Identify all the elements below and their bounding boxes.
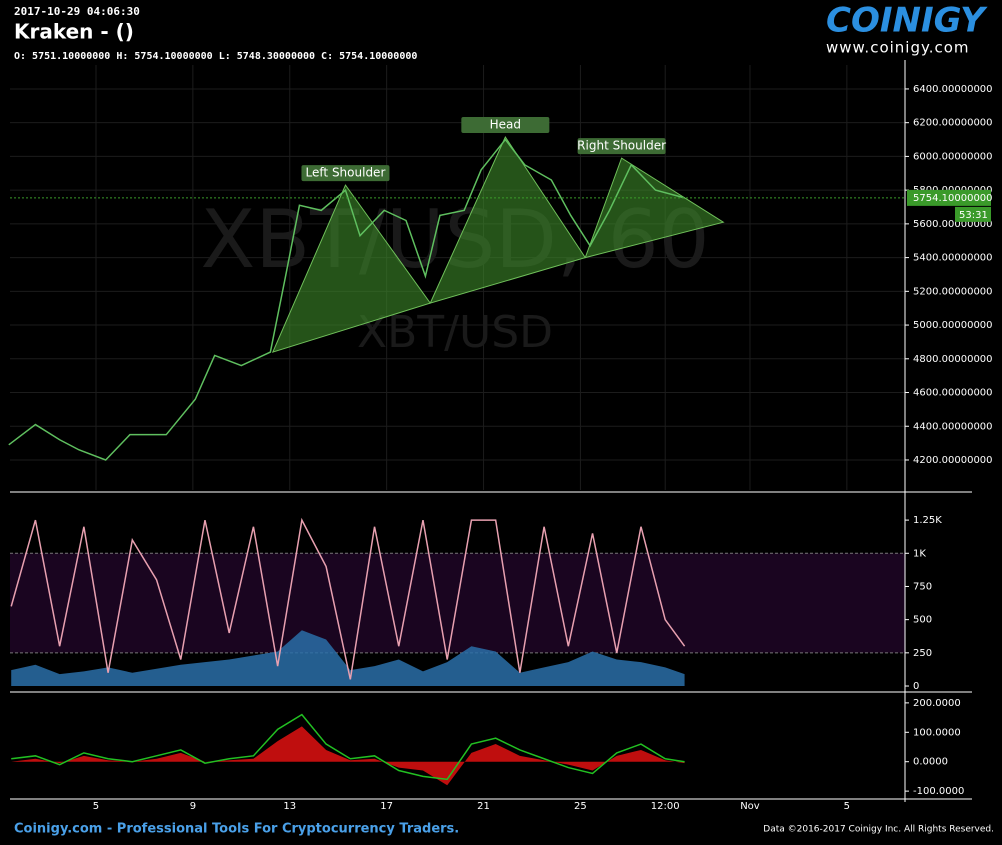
countdown: 53:31 (959, 210, 988, 221)
label-box (577, 138, 666, 155)
y-tick-label: 0 (913, 681, 919, 692)
y-tick-label: 5000.00000000 (913, 320, 993, 331)
x-tick-label: 12:00 (651, 801, 680, 812)
y-tick-label: 750 (913, 581, 932, 592)
x-tick-label: 17 (380, 801, 393, 812)
y-tick-label: 500 (913, 615, 932, 626)
y-tick-label: 1.25K (913, 515, 942, 526)
timestamp: 2017-10-29 04:06:30 (14, 5, 140, 18)
y-tick-label: 4400.00000000 (913, 421, 993, 432)
y-tick-label: 5400.00000000 (913, 253, 993, 264)
y-tick-label: 1K (913, 548, 926, 559)
ohlc: O: 5751.10000000 H: 5754.10000000 L: 574… (14, 51, 417, 62)
pattern-label: Head (490, 118, 521, 132)
countdown-box (955, 206, 991, 222)
y-tick-label: 4600.00000000 (913, 388, 993, 399)
line (8, 138, 685, 461)
pattern-triangle (429, 135, 587, 304)
x-tick-label: 13 (283, 801, 296, 812)
y-tick-label: 6200.00000000 (913, 118, 993, 129)
price-box (907, 189, 991, 206)
y-tick-label: 0.0000 (913, 757, 948, 768)
pattern-label: Left Shoulder (306, 166, 386, 180)
y-tick-label: 5600.00000000 (913, 219, 993, 230)
logo-url: www.coinigy.com (826, 39, 970, 57)
label-box (461, 117, 550, 134)
label-box (301, 165, 390, 182)
y-tick-label: 250 (913, 648, 932, 659)
y-tick-label: 100.0000 (913, 727, 961, 738)
y-tick-label: 5200.00000000 (913, 286, 993, 297)
x-tick-label: 21 (477, 801, 490, 812)
y-tick-label: -100.0000 (913, 786, 964, 797)
y-tick-label: 4200.00000000 (913, 455, 993, 466)
y-tick-label: 200.0000 (913, 698, 961, 709)
footer-left: Coinigy.com - Professional Tools For Cry… (14, 822, 459, 837)
y-tick-label: 6400.00000000 (913, 84, 993, 95)
footer-right: Data ©2016-2017 Coinigy Inc. All Rights … (763, 825, 994, 835)
line (10, 517, 686, 680)
x-tick-label: 5 (844, 801, 850, 812)
last-price-label: 5754.10000000 (913, 193, 993, 204)
x-tick-label: Nov (740, 801, 760, 812)
y-tick-label: 4800.00000000 (913, 354, 993, 365)
pattern-triangle (271, 184, 432, 353)
x-tick-label: 9 (190, 801, 196, 812)
x-tick-label: 25 (574, 801, 587, 812)
logo: COINIGY (826, 1, 988, 41)
y-tick-label: 6000.00000000 (913, 151, 993, 162)
title: Kraken - () (14, 20, 134, 44)
line (11, 713, 685, 781)
pattern-label: Right Shoulder (577, 139, 666, 153)
area (11, 630, 685, 687)
pattern-triangle (584, 157, 725, 259)
x-tick-label: 5 (93, 801, 99, 812)
